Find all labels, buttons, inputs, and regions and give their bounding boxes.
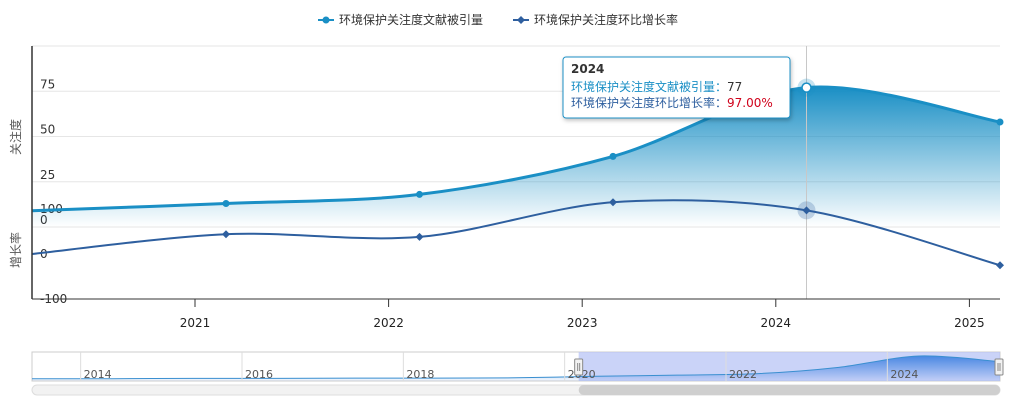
series-line-growth[interactable] bbox=[31, 199, 1001, 267]
series-line-citations[interactable] bbox=[31, 85, 1001, 213]
y-axis-title-bottom: 增长率 bbox=[8, 232, 23, 268]
navigator-tick-2018: 2018 bbox=[406, 368, 434, 381]
legend[interactable]: 环境保护关注度文献被引量 环境保护关注度环比增长率 bbox=[318, 12, 678, 27]
tooltip-row-value-2: 97.00% bbox=[727, 96, 773, 110]
axes: 2021 2022 2023 2024 2025 bbox=[31, 46, 1000, 330]
tooltip-row-1: 环境保护关注度文献被引量：77 bbox=[571, 79, 742, 94]
data-point-growth-2023[interactable] bbox=[609, 198, 617, 207]
scrollbar-thumb[interactable] bbox=[578, 385, 1000, 395]
data-point-citations-2022[interactable] bbox=[416, 190, 423, 198]
x-tick-label-2021: 2021 bbox=[180, 316, 211, 330]
tooltip-row-value-1: 77 bbox=[727, 80, 742, 94]
legend-label-2: 环境保护关注度环比增长率 bbox=[534, 12, 678, 27]
tooltip-row-label-1: 环境保护关注度文献被引量： bbox=[571, 79, 727, 94]
legend-marker-1 bbox=[322, 16, 330, 24]
x-tick-label-2023: 2023 bbox=[567, 316, 598, 330]
navigator[interactable]: 201420162018202020222024 bbox=[31, 351, 1004, 396]
tooltip-title: 2024 bbox=[571, 62, 604, 76]
plot-area[interactable] bbox=[31, 46, 1004, 299]
navigator-tick-2024: 2024 bbox=[890, 368, 918, 381]
y-tick-bottom-0: 0 bbox=[40, 247, 48, 261]
legend-marker-2 bbox=[517, 16, 525, 24]
tooltip-row-label-2: 环境保护关注度环比增长率： bbox=[571, 95, 727, 110]
navigator-handle-left[interactable] bbox=[574, 358, 584, 376]
y-tick-top-50: 50 bbox=[40, 123, 55, 137]
data-point-growth-2022[interactable] bbox=[415, 232, 424, 241]
tooltip-box bbox=[562, 56, 791, 119]
data-point-growth-2021[interactable] bbox=[222, 230, 230, 239]
data-point-citations-2021[interactable] bbox=[222, 199, 230, 207]
navigator-handle-right[interactable] bbox=[994, 358, 1004, 376]
x-tick-label-2024: 2024 bbox=[761, 316, 792, 330]
legend-item-1[interactable]: 环境保护关注度文献被引量 bbox=[318, 12, 483, 27]
navigator-tick-2022: 2022 bbox=[729, 368, 757, 381]
navigator-area bbox=[32, 355, 1000, 381]
tooltip-row-2: 环境保护关注度环比增长率：97.00% bbox=[571, 95, 773, 110]
x-tick-label-2022: 2022 bbox=[373, 316, 404, 330]
area-fill-citations bbox=[32, 87, 1000, 227]
legend-item-2[interactable]: 环境保护关注度环比增长率 bbox=[513, 12, 678, 27]
navigator-tick-2016: 2016 bbox=[245, 368, 273, 381]
y-tick-top-25: 25 bbox=[40, 168, 55, 182]
navigator-tick-2014: 2014 bbox=[84, 368, 112, 381]
x-tick-label-2025: 2025 bbox=[954, 316, 985, 330]
data-point-growth-2024[interactable] bbox=[802, 206, 811, 215]
data-point-citations-2025[interactable] bbox=[996, 118, 1004, 126]
legend-label-1: 环境保护关注度文献被引量 bbox=[339, 12, 483, 27]
data-point-growth-2025[interactable] bbox=[996, 261, 1004, 270]
data-point-citations-2024[interactable] bbox=[801, 82, 812, 93]
y-tick-top-75: 75 bbox=[40, 77, 55, 91]
navigator-line bbox=[31, 355, 1001, 380]
y-axis-title-top: 关注度 bbox=[8, 119, 23, 155]
data-point-citations-2023[interactable] bbox=[609, 152, 617, 160]
